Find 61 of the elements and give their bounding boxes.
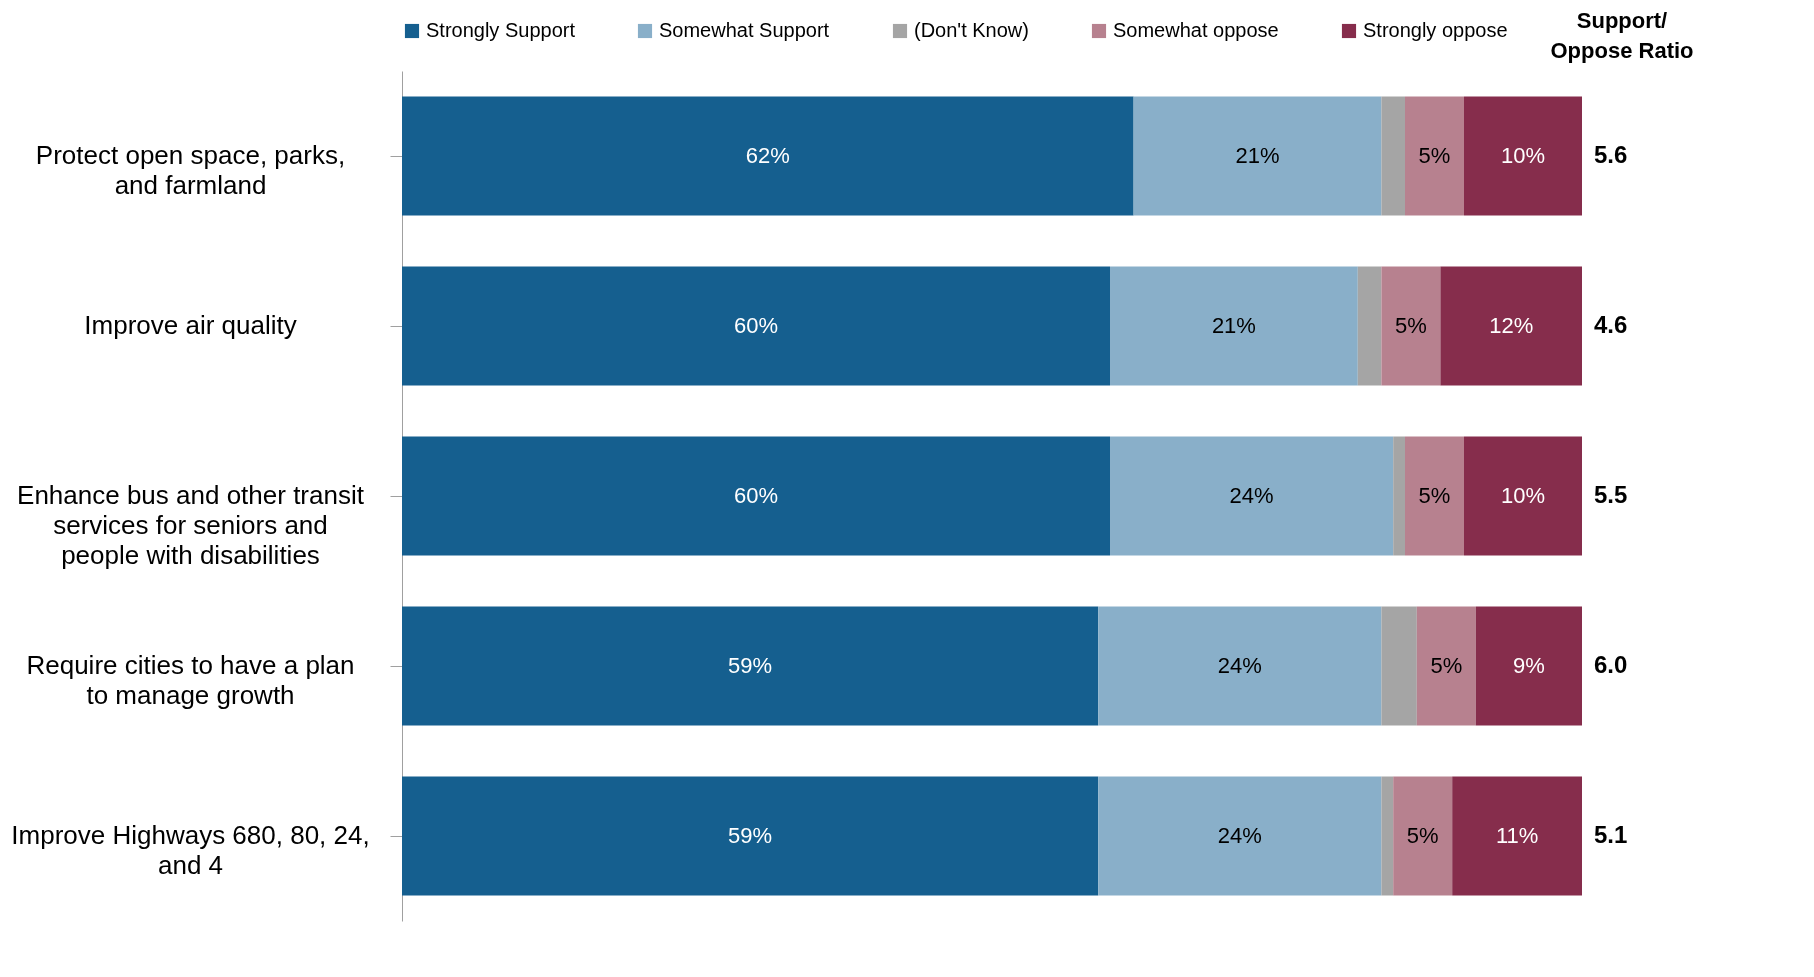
y-tick-label: Protect open space, parks, and farmland xyxy=(35,140,346,200)
bar xyxy=(1133,96,1382,216)
data-label: 11% xyxy=(1495,823,1539,848)
data-label: 5% xyxy=(1406,823,1439,848)
bar xyxy=(1381,96,1405,216)
legend-label: (Don't Know) xyxy=(914,19,1029,41)
bar xyxy=(1440,266,1582,386)
bar xyxy=(1452,776,1582,896)
y-tick-label: Require cities to have a plan to manage growth xyxy=(26,650,355,710)
bar xyxy=(402,776,1099,896)
bar xyxy=(402,96,1134,216)
bar xyxy=(1110,436,1394,556)
text: Support/ Oppose Ratio xyxy=(1550,8,1694,63)
data-label: 24% xyxy=(1229,483,1274,508)
data-label: 24% xyxy=(1217,653,1262,678)
data-label: 59% xyxy=(728,823,773,848)
bar xyxy=(1098,776,1382,896)
data-label: 24% xyxy=(1217,823,1262,848)
legend-label: Somewhat oppose xyxy=(1113,19,1279,41)
data-label: 5% xyxy=(1395,313,1427,338)
bar xyxy=(1381,266,1441,386)
text: 6.0 xyxy=(1594,651,1628,678)
data-label: 10% xyxy=(1500,483,1546,508)
bar xyxy=(1381,776,1394,896)
data-label: 10% xyxy=(1500,143,1546,168)
y-tick-label: Improve air quality xyxy=(84,310,297,340)
bar xyxy=(1405,96,1464,216)
data-label: 59% xyxy=(728,653,773,678)
bar xyxy=(1475,606,1582,726)
bar xyxy=(1393,776,1453,896)
legend-label: Strongly Support xyxy=(426,19,576,41)
data-label: 62% xyxy=(745,143,790,168)
bar xyxy=(1381,606,1417,726)
legend-label: Somewhat Support xyxy=(659,19,830,41)
data-label: 5% xyxy=(1418,483,1451,508)
text: 5.6 xyxy=(1594,141,1628,168)
data-label: 60% xyxy=(733,483,779,508)
bar xyxy=(1464,96,1582,216)
data-label: 5% xyxy=(1430,653,1463,678)
bar xyxy=(402,436,1110,556)
y-tick-label: Improve Highways 680, 80, 24, and 4 xyxy=(11,820,370,880)
bar xyxy=(1405,436,1464,556)
bar xyxy=(402,606,1099,726)
data-label: 5% xyxy=(1418,143,1451,168)
bar xyxy=(1393,436,1405,556)
bar xyxy=(402,266,1110,386)
bar xyxy=(1110,266,1358,386)
data-label: 12% xyxy=(1489,313,1534,338)
bar xyxy=(1416,606,1476,726)
data-label: 9% xyxy=(1513,653,1545,678)
data-label: 60% xyxy=(733,313,779,338)
data-label: 21% xyxy=(1211,313,1256,338)
text: 5.5 xyxy=(1594,481,1628,508)
legend-label: Strongly oppose xyxy=(1363,19,1508,41)
bar xyxy=(1357,266,1382,386)
y-tick-label: Enhance bus and other transit services for seniors and people with disabilities xyxy=(17,480,365,570)
text: 5.1 xyxy=(1594,821,1628,848)
bar xyxy=(1464,436,1582,556)
text: 4.6 xyxy=(1594,311,1628,338)
bar xyxy=(1098,606,1382,726)
data-label: 21% xyxy=(1235,143,1280,168)
